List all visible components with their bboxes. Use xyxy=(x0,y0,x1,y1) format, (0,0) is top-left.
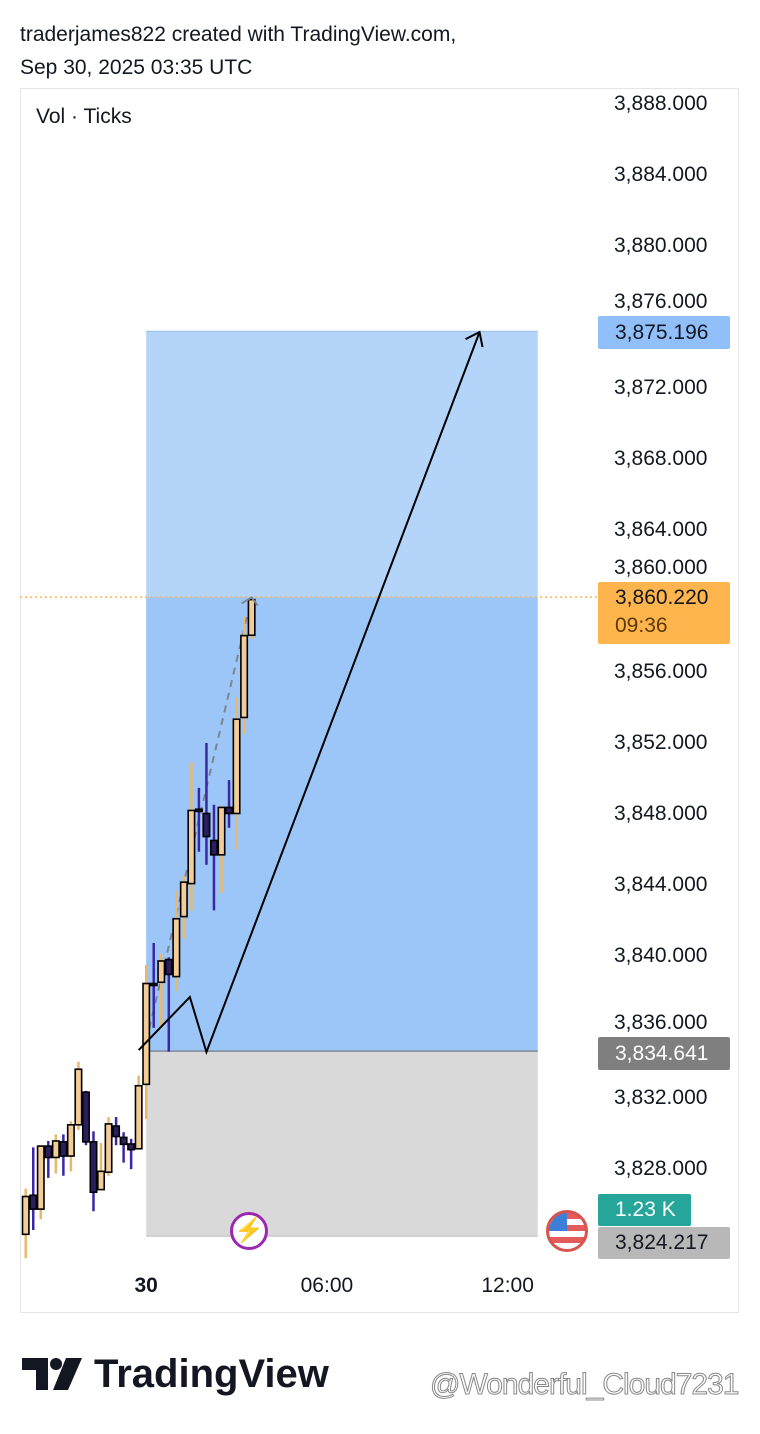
candle-body xyxy=(21,1195,30,1236)
tradingview-logo[interactable]: TradingView xyxy=(22,1352,329,1397)
time-tick-label: 12:00 xyxy=(481,1274,534,1297)
candle-body xyxy=(119,1136,128,1146)
price-tick-label: 3,852.000 xyxy=(614,731,708,754)
arrow-head xyxy=(465,330,484,348)
last-price-badge: 3,860.220 09:36 xyxy=(598,582,730,644)
dashed-trend-line xyxy=(145,597,253,1042)
price-tick-label: 3,880.000 xyxy=(614,234,708,257)
chart-frame xyxy=(20,88,739,1313)
candle-body xyxy=(104,1123,113,1173)
time-tick-label: 30 xyxy=(134,1274,158,1297)
price-tick-label: 3,836.000 xyxy=(614,1011,708,1034)
candle-body xyxy=(240,634,249,719)
us-flag-economic-event-icon[interactable] xyxy=(546,1210,588,1252)
profit-zone-filled xyxy=(146,597,538,1052)
candle-body xyxy=(209,839,218,856)
candle-body xyxy=(112,1125,121,1138)
candle-body xyxy=(29,1194,38,1210)
lightning-event-icon[interactable]: ⚡ xyxy=(230,1212,268,1250)
candle-body xyxy=(172,917,181,978)
candle-body xyxy=(36,1145,45,1210)
candle-body xyxy=(225,806,234,815)
watermark: @Wonderful_Cloud7231 xyxy=(429,1368,739,1402)
stop-zone xyxy=(146,1051,538,1237)
stop-price-badge: 3,824.217 xyxy=(598,1227,730,1259)
price-tick-label: 3,888.000 xyxy=(614,92,708,115)
candle-body xyxy=(187,809,196,885)
candle-body xyxy=(134,1084,143,1150)
price-tick-label: 3,832.000 xyxy=(614,1086,708,1109)
volume-legend[interactable]: Vol · Ticks xyxy=(36,105,132,128)
candle-body xyxy=(194,808,203,813)
candle-body xyxy=(97,1170,106,1191)
candle-body xyxy=(164,958,173,976)
candle-body xyxy=(202,812,211,838)
projection-path xyxy=(137,331,481,1056)
price-tick-label: 3,868.000 xyxy=(614,447,708,470)
dashed-arrow-head xyxy=(241,596,259,607)
candle-body xyxy=(149,982,158,987)
candle-body xyxy=(247,598,256,637)
candle-body xyxy=(127,1143,136,1151)
profit-zone xyxy=(146,331,538,598)
candle-body xyxy=(74,1068,83,1126)
entry-price-badge: 3,834.641 xyxy=(598,1037,730,1070)
price-tick-label: 3,884.000 xyxy=(614,163,708,186)
candle-body xyxy=(232,718,241,815)
candle-body xyxy=(179,881,188,918)
price-tick-label: 3,848.000 xyxy=(614,802,708,825)
candle-body xyxy=(142,982,151,1086)
tradingview-logo-icon xyxy=(22,1357,82,1390)
price-tick-label: 3,872.000 xyxy=(614,376,708,399)
candle-body xyxy=(89,1141,98,1194)
candle-body xyxy=(217,806,226,856)
time-tick-label: 06:00 xyxy=(300,1274,354,1297)
target-price-badge: 3,875.196 xyxy=(598,316,730,349)
author-line: traderjames822 created with TradingView.… xyxy=(20,23,457,46)
candle-body xyxy=(66,1124,75,1157)
candle-body xyxy=(81,1091,90,1143)
price-tick-label: 3,840.000 xyxy=(614,944,708,967)
price-tick-label: 3,860.000 xyxy=(614,556,708,579)
date-line: Sep 30, 2025 03:35 UTC xyxy=(20,56,253,79)
chart-header: traderjames822 created with TradingView.… xyxy=(20,18,456,84)
candle-body xyxy=(51,1140,60,1159)
price-tick-label: 3,856.000 xyxy=(614,660,708,683)
price-tick-label: 3,844.000 xyxy=(614,873,708,896)
candle-body xyxy=(157,960,166,984)
last-price: 3,860.220 xyxy=(615,586,709,609)
bar-countdown: 09:36 xyxy=(615,614,668,637)
price-tick-label: 3,876.000 xyxy=(614,290,708,313)
candle-body xyxy=(59,1141,68,1157)
price-tick-label: 3,864.000 xyxy=(614,518,708,541)
price-tick-label: 3,828.000 xyxy=(614,1157,708,1180)
volume-badge: 1.23 K xyxy=(598,1194,691,1226)
logo-text: TradingView xyxy=(94,1352,329,1396)
candle-body xyxy=(44,1145,53,1159)
